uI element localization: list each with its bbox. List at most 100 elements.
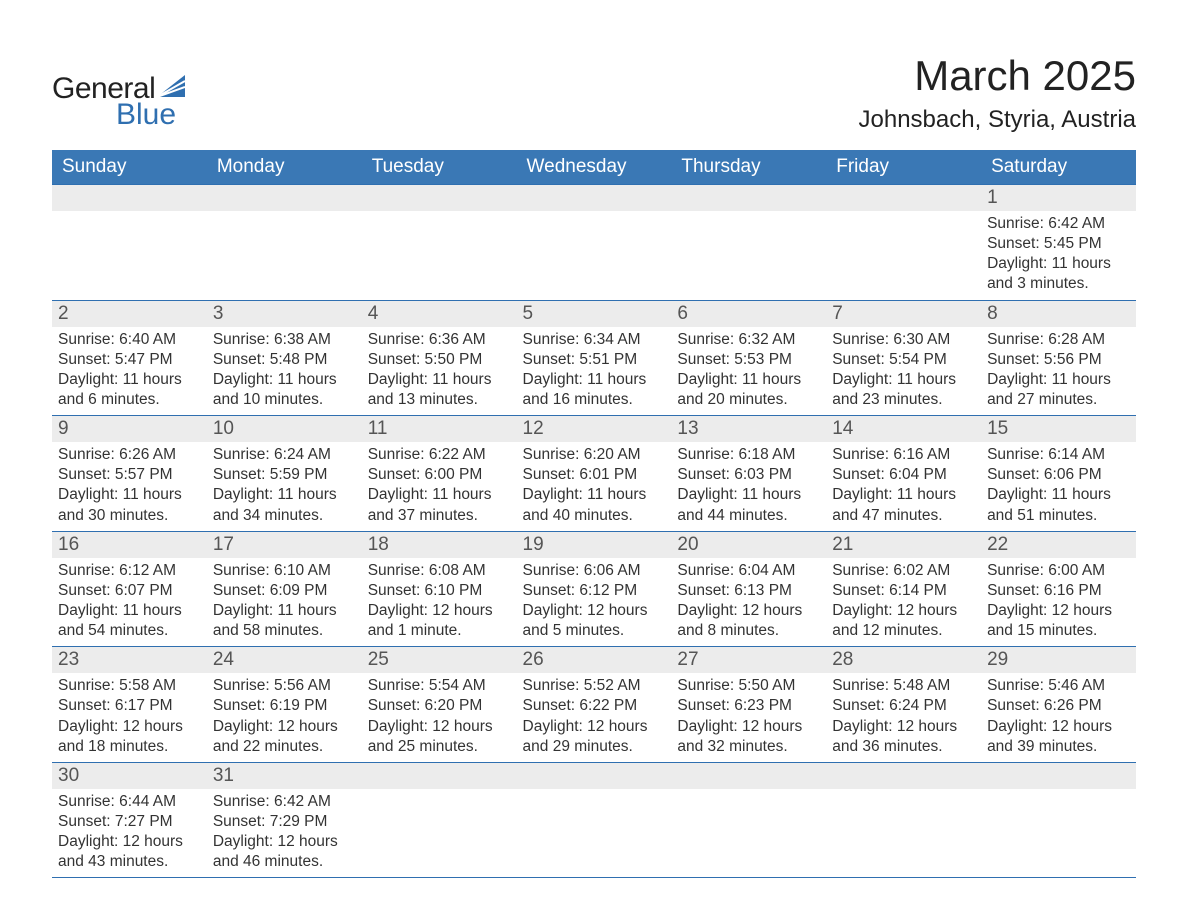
day-daylight1: Daylight: 11 hours [213,601,356,621]
day-cell: 3Sunrise: 6:38 AMSunset: 5:48 PMDaylight… [207,300,362,416]
day-sunrise: Sunrise: 6:42 AM [213,792,356,812]
day-number: 15 [981,416,1136,442]
day-number: 14 [826,416,981,442]
weekday-sunday: Sunday [52,150,207,185]
day-sunset: Sunset: 6:07 PM [58,581,201,601]
page-header: General Blue March 2025 Johnsbach, Styri… [52,52,1136,134]
day-cell: ..... [517,185,672,301]
day-sunset: Sunset: 6:14 PM [832,581,975,601]
day-daylight2: and 3 minutes. [987,274,1130,294]
day-cell: 5Sunrise: 6:34 AMSunset: 5:51 PMDaylight… [517,300,672,416]
weekday-friday: Friday [826,150,981,185]
day-sunset: Sunset: 6:04 PM [832,465,975,485]
day-number: 24 [207,647,362,673]
calendar-table: Sunday Monday Tuesday Wednesday Thursday… [52,150,1136,878]
day-sunset: Sunset: 5:57 PM [58,465,201,485]
day-cell: 6Sunrise: 6:32 AMSunset: 5:53 PMDaylight… [671,300,826,416]
day-daylight2: and 10 minutes. [213,390,356,410]
day-daylight1: Daylight: 12 hours [213,717,356,737]
day-sunset: Sunset: 6:12 PM [523,581,666,601]
day-cell: 29Sunrise: 5:46 AMSunset: 6:26 PMDayligh… [981,647,1136,763]
day-data: Sunrise: 6:32 AMSunset: 5:53 PMDaylight:… [671,327,826,416]
day-daylight1: Daylight: 12 hours [213,832,356,852]
day-sunset: Sunset: 6:06 PM [987,465,1130,485]
day-sunset: Sunset: 6:24 PM [832,696,975,716]
day-number: 27 [671,647,826,673]
week-row: 30Sunrise: 6:44 AMSunset: 7:27 PMDayligh… [52,762,1136,878]
day-daylight1: Daylight: 11 hours [368,485,511,505]
week-row: 9 Sunrise: 6:26 AMSunset: 5:57 PM Daylight… [52,416,1136,532]
day-number: 26 [517,647,672,673]
day-cell: ..... [362,185,517,301]
day-sunrise: Sunrise: 6:02 AM [832,561,975,581]
day-sunset: Sunset: 6:17 PM [58,696,201,716]
day-sunrise: Sunrise: 6:18 AM [677,445,820,465]
day-sunrise: Sunrise: 6:16 AM [832,445,975,465]
day-cell: 16Sunrise: 6:12 AMSunset: 6:07 PMDayligh… [52,531,207,647]
day-number: 17 [207,532,362,558]
day-sunset: Sunset: 6:10 PM [368,581,511,601]
day-daylight1: Daylight: 12 hours [523,717,666,737]
day-daylight1: Daylight: 12 hours [368,717,511,737]
day-daylight1: Daylight: 12 hours [368,601,511,621]
day-daylight1: Daylight: 12 hours [832,601,975,621]
day-daylight2: and 25 minutes. [368,737,511,757]
day-sunrise: Sunrise: 6:36 AM [368,330,511,350]
day-sunset: Sunset: 7:29 PM [213,812,356,832]
day-data: Sunrise: 6:40 AMSunset: 5:47 PMDaylight:… [52,327,207,416]
day-cell: 1Sunrise: 6:42 AMSunset: 5:45 PMDaylight… [981,185,1136,301]
day-daylight1: Daylight: 11 hours [58,601,201,621]
day-daylight1: Daylight: 11 hours [523,370,666,390]
day-sunset: Sunset: 5:51 PM [523,350,666,370]
day-daylight2: and 1 minute. [368,621,511,641]
day-data: Sunrise: 5:50 AMSunset: 6:23 PMDaylight:… [671,673,826,762]
day-number: 28 [826,647,981,673]
day-number: 7 [826,301,981,327]
weekday-wednesday: Wednesday [517,150,672,185]
day-daylight1: Daylight: 12 hours [523,601,666,621]
day-cell: 20Sunrise: 6:04 AMSunset: 6:13 PMDayligh… [671,531,826,647]
day-daylight2: and 18 minutes. [58,737,201,757]
day-sunrise: Sunrise: 6:24 AM [213,445,356,465]
day-daylight2: and 46 minutes. [213,852,356,872]
day-daylight2: and 8 minutes. [677,621,820,641]
location-subtitle: Johnsbach, Styria, Austria [859,106,1136,134]
day-daylight2: and 13 minutes. [368,390,511,410]
day-cell: ..... [517,762,672,878]
day-number: 19 [517,532,672,558]
day-data: Sunrise: 5:52 AMSunset: 6:22 PMDaylight:… [517,673,672,762]
day-sunrise: Sunrise: 6:04 AM [677,561,820,581]
day-number: 9 [52,416,207,442]
day-data: Sunrise: 6:28 AMSunset: 5:56 PMDaylight:… [981,327,1136,416]
day-number: 21 [826,532,981,558]
day-daylight1: Daylight: 11 hours [213,370,356,390]
day-sunset: Sunset: 5:56 PM [987,350,1130,370]
day-cell: 17Sunrise: 6:10 AMSunset: 6:09 PMDayligh… [207,531,362,647]
day-sunrise: Sunrise: 6:28 AM [987,330,1130,350]
day-daylight1: Daylight: 11 hours [58,370,201,390]
day-sunset: Sunset: 7:27 PM [58,812,201,832]
day-sunset: Sunset: 6:13 PM [677,581,820,601]
day-cell: ..... [981,762,1136,878]
day-data: Sunrise: 6:34 AMSunset: 5:51 PMDaylight:… [517,327,672,416]
day-cell: 24Sunrise: 5:56 AMSunset: 6:19 PMDayligh… [207,647,362,763]
day-number: 11 [362,416,517,442]
day-sunset: Sunset: 6:26 PM [987,696,1130,716]
day-data: Sunrise: 6:02 AMSunset: 6:14 PMDaylight:… [826,558,981,647]
day-daylight1: Daylight: 11 hours [987,485,1130,505]
day-daylight2: and 32 minutes. [677,737,820,757]
day-cell: 8Sunrise: 6:28 AMSunset: 5:56 PMDaylight… [981,300,1136,416]
day-sunrise: Sunrise: 6:22 AM [368,445,511,465]
day-number: 8 [981,301,1136,327]
day-sunrise: Sunrise: 6:26 AM [58,445,201,465]
day-cell: ..... [207,185,362,301]
day-cell: 21Sunrise: 6:02 AMSunset: 6:14 PMDayligh… [826,531,981,647]
day-sunrise: Sunrise: 6:06 AM [523,561,666,581]
day-sunrise: Sunrise: 6:38 AM [213,330,356,350]
day-daylight1: Daylight: 11 hours [987,254,1130,274]
day-cell: ..... [52,185,207,301]
day-sunset: Sunset: 5:59 PM [213,465,356,485]
day-daylight1: Daylight: 11 hours [677,370,820,390]
day-daylight2: and 43 minutes. [58,852,201,872]
day-sunrise: Sunrise: 6:08 AM [368,561,511,581]
